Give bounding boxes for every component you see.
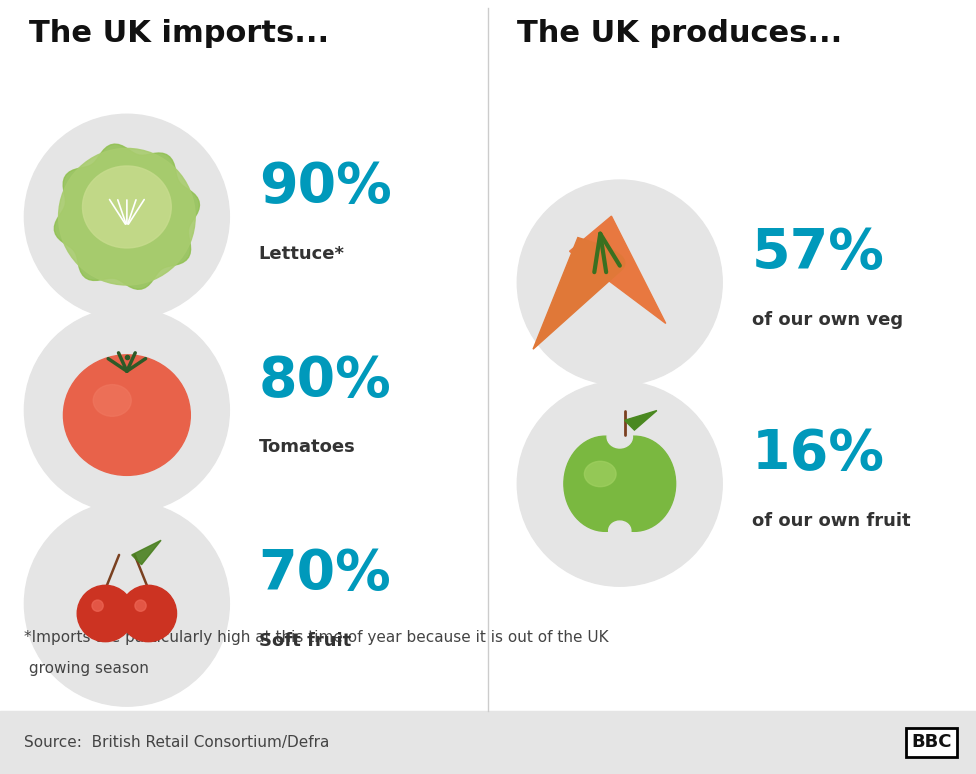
Ellipse shape <box>83 166 172 248</box>
Text: 70%: 70% <box>259 547 391 601</box>
Text: Tomatoes: Tomatoes <box>259 438 355 457</box>
Ellipse shape <box>24 115 229 319</box>
Ellipse shape <box>59 149 195 285</box>
Text: 90%: 90% <box>259 160 391 214</box>
Ellipse shape <box>517 180 722 385</box>
Polygon shape <box>533 238 625 349</box>
Text: of our own veg: of our own veg <box>752 310 903 329</box>
Text: BBC: BBC <box>912 733 952 752</box>
Ellipse shape <box>24 308 229 512</box>
Polygon shape <box>132 540 161 565</box>
Ellipse shape <box>77 585 134 642</box>
Text: of our own fruit: of our own fruit <box>752 512 911 530</box>
Text: 80%: 80% <box>259 354 391 408</box>
Text: Source:  British Retail Consortium/Defra: Source: British Retail Consortium/Defra <box>24 735 330 750</box>
Ellipse shape <box>593 437 675 531</box>
Text: The UK produces...: The UK produces... <box>517 19 842 48</box>
Ellipse shape <box>24 502 229 706</box>
Text: The UK imports...: The UK imports... <box>29 19 330 48</box>
Ellipse shape <box>609 521 630 540</box>
Ellipse shape <box>120 585 177 642</box>
Text: 57%: 57% <box>752 226 884 280</box>
Bar <box>0 711 976 774</box>
Ellipse shape <box>135 600 146 611</box>
Ellipse shape <box>607 426 632 448</box>
Polygon shape <box>55 144 199 289</box>
Polygon shape <box>625 410 657 430</box>
Ellipse shape <box>564 437 646 531</box>
Text: Lettuce*: Lettuce* <box>259 245 345 263</box>
Ellipse shape <box>92 600 103 611</box>
Ellipse shape <box>585 461 616 487</box>
Ellipse shape <box>94 385 132 416</box>
Ellipse shape <box>517 382 722 586</box>
Ellipse shape <box>63 354 190 475</box>
Text: 16%: 16% <box>752 427 884 481</box>
Text: *Imports are particularly high at this time of year because it is out of the UK: *Imports are particularly high at this t… <box>24 630 609 645</box>
Text: Soft fruit: Soft fruit <box>259 632 351 650</box>
Polygon shape <box>570 216 666 324</box>
Text: growing season: growing season <box>24 661 149 676</box>
